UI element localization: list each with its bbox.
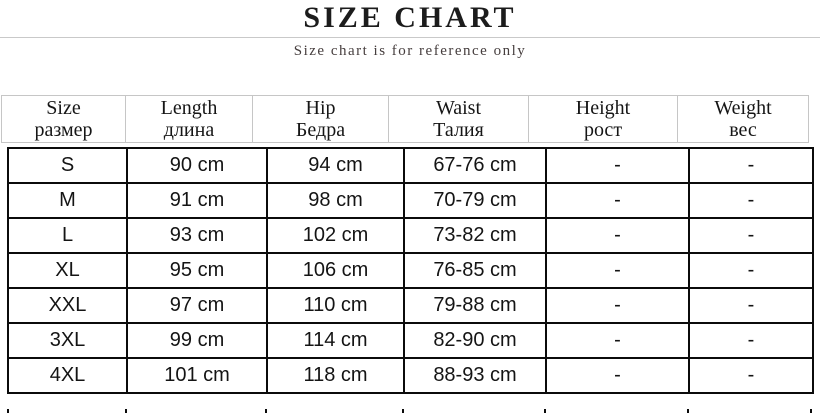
- table-cell: 110 cm: [266, 287, 405, 324]
- header-cell-weight: Weight вес: [677, 95, 809, 143]
- table-cell: XXL: [7, 287, 128, 324]
- size-table-body: S 90 cm 94 cm 67-76 cm - - M 91 cm 98 cm 70-79 cm…: [7, 147, 814, 394]
- table-cell: -: [545, 287, 690, 324]
- header-label-en: Size: [46, 96, 81, 119]
- table-cell: -: [545, 357, 690, 394]
- table-row: 3XL 99 cm 114 cm 82-90 cm - -: [7, 322, 814, 359]
- header-label-en: Length: [160, 96, 218, 119]
- table-cell: 91 cm: [126, 182, 268, 219]
- table-cell: -: [688, 322, 814, 359]
- table-cell: -: [688, 182, 814, 219]
- header-label-en: Waist: [435, 96, 482, 119]
- cutoff-row-line: [402, 409, 404, 413]
- cutoff-row-line: [810, 409, 812, 413]
- table-row: XL 95 cm 106 cm 76-85 cm - -: [7, 252, 814, 289]
- table-cell: -: [688, 252, 814, 289]
- table-cell: 67-76 cm: [403, 147, 547, 184]
- table-cell: -: [545, 147, 690, 184]
- cutoff-row-line: [7, 409, 9, 413]
- table-cell: 88-93 cm: [403, 357, 547, 394]
- cutoff-row-line: [687, 409, 689, 413]
- table-row: M 91 cm 98 cm 70-79 cm - -: [7, 182, 814, 219]
- cutoff-row-line: [544, 409, 546, 413]
- table-cell: 98 cm: [266, 182, 405, 219]
- horizontal-divider: [0, 37, 820, 38]
- table-cell: 94 cm: [266, 147, 405, 184]
- page-subtitle: Size chart is for reference only: [293, 43, 527, 59]
- header-label-en: Weight: [714, 96, 772, 119]
- table-cell: 102 cm: [266, 217, 405, 254]
- table-cell: 101 cm: [126, 357, 268, 394]
- table-cell: -: [545, 322, 690, 359]
- table-cell: S: [7, 147, 128, 184]
- table-cell: L: [7, 217, 128, 254]
- table-cell: 99 cm: [126, 322, 268, 359]
- table-cell: 3XL: [7, 322, 128, 359]
- table-cell: -: [688, 217, 814, 254]
- table-cell: -: [545, 252, 690, 289]
- header-cell-length: Length длина: [125, 95, 253, 143]
- header-cell-size: Size размер: [1, 95, 126, 143]
- table-cell: -: [688, 357, 814, 394]
- table-cell: 106 cm: [266, 252, 405, 289]
- table-cell: 76-85 cm: [403, 252, 547, 289]
- table-cell: 82-90 cm: [403, 322, 547, 359]
- table-cell: 95 cm: [126, 252, 268, 289]
- header-label-ru: рост: [583, 119, 623, 141]
- header-cell-waist: Waist Талия: [388, 95, 529, 143]
- header-label-ru: Бедра: [295, 119, 346, 141]
- table-cell: -: [545, 182, 690, 219]
- header-cell-height: Height рост: [528, 95, 678, 143]
- table-cell: 114 cm: [266, 322, 405, 359]
- table-cell: 93 cm: [126, 217, 268, 254]
- table-cell: M: [7, 182, 128, 219]
- table-cell: 70-79 cm: [403, 182, 547, 219]
- table-cell: -: [688, 147, 814, 184]
- table-cell: 90 cm: [126, 147, 268, 184]
- page-title: SIZE CHART: [303, 1, 517, 34]
- header-label-ru: длина: [163, 119, 215, 141]
- cutoff-row-line: [265, 409, 267, 413]
- header-label-ru: вес: [729, 119, 757, 141]
- header-label-ru: Талия: [433, 119, 484, 141]
- header-row: Size размер Length длина Hip Бедра Waist…: [1, 95, 809, 143]
- table-cell: 79-88 cm: [403, 287, 547, 324]
- table-cell: 73-82 cm: [403, 217, 547, 254]
- table-row: XXL 97 cm 110 cm 79-88 cm - -: [7, 287, 814, 324]
- header-cell-hip: Hip Бедра: [252, 95, 389, 143]
- table-cell: 4XL: [7, 357, 128, 394]
- header-label-en: Hip: [305, 96, 336, 119]
- cutoff-row-line: [125, 409, 127, 413]
- table-cell: 118 cm: [266, 357, 405, 394]
- size-table-header: Size размер Length длина Hip Бедра Waist…: [1, 95, 809, 143]
- table-row: S 90 cm 94 cm 67-76 cm - -: [7, 147, 814, 184]
- table-cell: XL: [7, 252, 128, 289]
- table-cell: 97 cm: [126, 287, 268, 324]
- table-cell: -: [688, 287, 814, 324]
- table-row: L 93 cm 102 cm 73-82 cm - -: [7, 217, 814, 254]
- header-label-ru: размер: [34, 119, 93, 141]
- table-cell: -: [545, 217, 690, 254]
- header-label-en: Height: [575, 96, 631, 119]
- size-table: S 90 cm 94 cm 67-76 cm - - M 91 cm 98 cm 70-79 cm…: [7, 147, 814, 394]
- table-row: 4XL 101 cm 118 cm 88-93 cm - -: [7, 357, 814, 394]
